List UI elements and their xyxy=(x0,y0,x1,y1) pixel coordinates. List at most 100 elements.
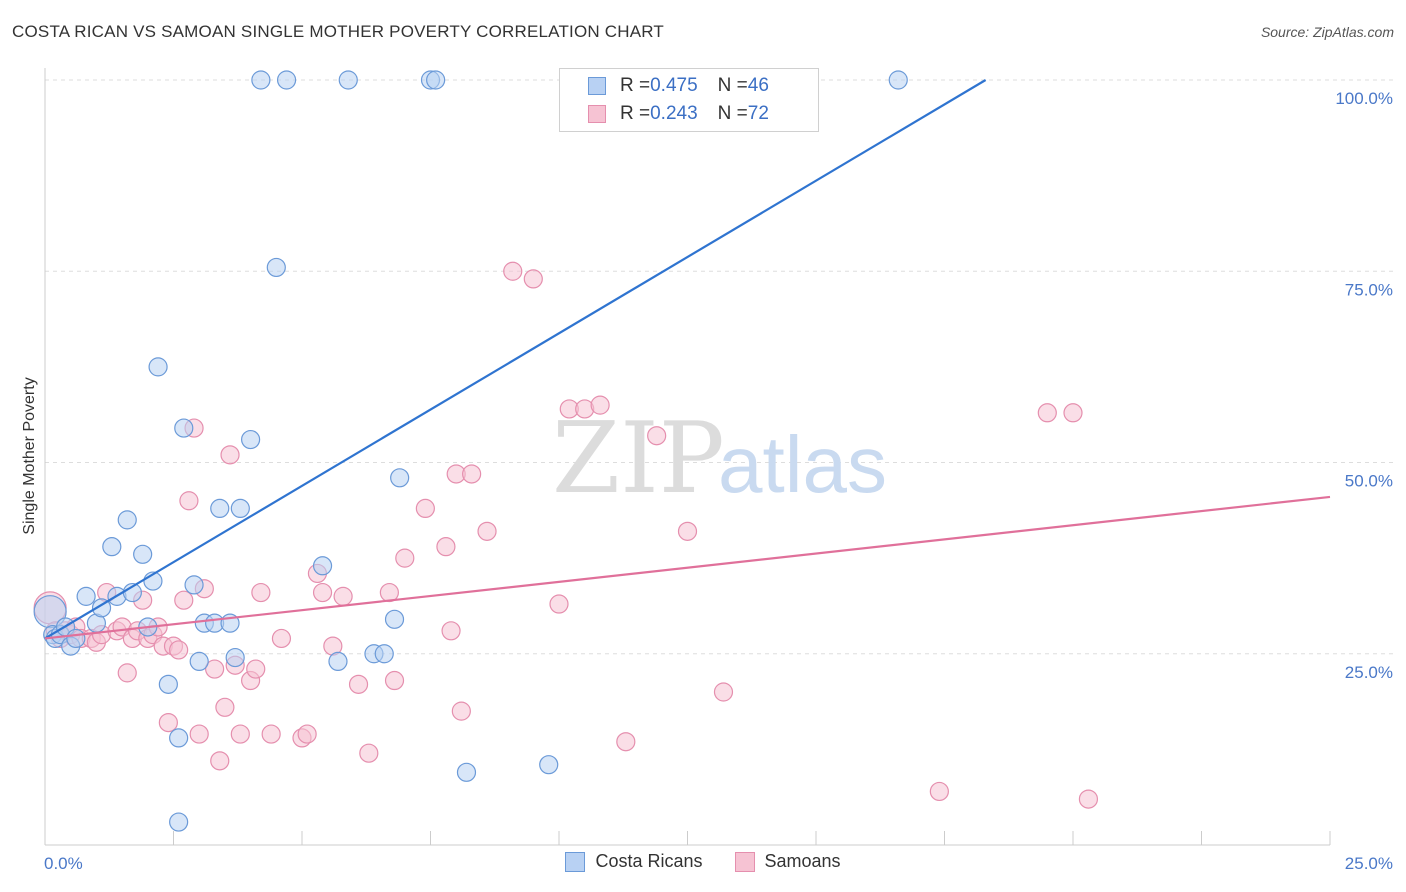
legend-swatch-blue xyxy=(588,77,606,95)
point-samoans xyxy=(713,682,734,702)
point-costa-ricans xyxy=(148,357,168,377)
point-samoans xyxy=(441,621,461,641)
point-samoans xyxy=(348,674,369,694)
point-costa-ricans xyxy=(539,755,559,775)
point-samoans xyxy=(451,701,471,721)
y-tick-label: 25.0% xyxy=(1345,663,1393,682)
point-costa-ricans xyxy=(312,556,333,576)
point-samoans xyxy=(215,697,235,717)
point-samoans xyxy=(246,659,266,679)
point-samoans xyxy=(384,670,405,691)
point-samoans xyxy=(929,781,949,802)
legend-row-costa-ricans: R = 0.475 N = 46 xyxy=(560,72,769,100)
point-samoans xyxy=(271,628,292,649)
point-samoans xyxy=(462,464,482,484)
point-samoans xyxy=(677,521,698,541)
x-tick-label: 25.0% xyxy=(1345,854,1393,873)
point-samoans xyxy=(251,582,271,603)
point-costa-ricans xyxy=(384,609,405,629)
point-samoans xyxy=(297,724,317,744)
legend-label-samoans: Samoans xyxy=(764,851,841,871)
point-costa-ricans xyxy=(133,544,153,564)
point-samoans xyxy=(205,659,225,679)
legend-label-costa-ricans: Costa Ricans xyxy=(595,851,703,871)
legend-item-samoans[interactable]: Samoans xyxy=(734,851,841,872)
x-tick-label: 0.0% xyxy=(44,854,83,873)
point-costa-ricans xyxy=(888,70,908,90)
point-samoans xyxy=(590,395,610,415)
watermark-zip: ZIP xyxy=(552,402,725,516)
point-samoans xyxy=(333,586,353,606)
point-costa-ricans xyxy=(174,418,194,438)
point-samoans xyxy=(189,724,209,744)
point-samoans xyxy=(210,751,230,771)
legend-n-value: 72 xyxy=(747,103,769,124)
point-costa-ricans xyxy=(456,762,477,782)
chart-source: Source: ZipAtlas.com xyxy=(1260,24,1394,40)
correlation-legend: R = 0.475 N = 46 R = 0.243 N = 72 xyxy=(559,68,819,132)
point-costa-ricans xyxy=(169,728,189,748)
point-costa-ricans xyxy=(338,70,358,90)
legend-r-value: 0.475 xyxy=(650,75,698,96)
trend-lines xyxy=(44,79,1331,640)
point-samoans xyxy=(477,521,497,541)
legend-r-label: R = xyxy=(620,103,651,124)
point-samoans xyxy=(1037,403,1057,423)
point-samoans xyxy=(261,724,281,744)
y-tick-label: 75.0% xyxy=(1345,280,1393,299)
legend-n-label: N = xyxy=(717,103,748,124)
point-costa-ricans xyxy=(251,70,271,90)
y-tick-label: 50.0% xyxy=(1345,472,1393,491)
legend-swatch-pink xyxy=(588,105,606,123)
point-samoans xyxy=(503,261,523,281)
point-costa-ricans xyxy=(158,674,178,694)
point-samoans xyxy=(158,712,178,733)
legend-r-value: 0.243 xyxy=(650,103,698,124)
point-samoans xyxy=(220,445,240,465)
series-legend: Costa Ricans Samoans xyxy=(0,851,1406,872)
point-costa-ricans xyxy=(225,647,245,668)
point-samoans xyxy=(1063,403,1083,423)
point-costa-ricans xyxy=(210,498,230,518)
y-tick-label: 100.0% xyxy=(1335,89,1393,108)
point-costa-ricans xyxy=(276,70,297,90)
legend-n-label: N = xyxy=(717,75,748,96)
legend-row-samoans: R = 0.243 N = 72 xyxy=(560,100,769,128)
point-costa-ricans xyxy=(184,575,204,595)
point-samoans xyxy=(312,582,333,603)
legend-n-value: 46 xyxy=(747,75,769,96)
point-costa-ricans xyxy=(169,812,189,832)
point-costa-ricans xyxy=(390,468,410,488)
point-samoans xyxy=(359,743,379,763)
point-samoans xyxy=(436,537,456,557)
point-samoans xyxy=(395,548,415,568)
point-samoans xyxy=(169,640,189,660)
point-costa-ricans xyxy=(426,70,446,90)
point-samoans xyxy=(647,426,667,446)
chart-title: COSTA RICAN VS SAMOAN SINGLE MOTHER POVE… xyxy=(12,22,665,41)
legend-swatch-blue xyxy=(565,851,586,872)
point-costa-ricans xyxy=(230,498,250,518)
grid-lines xyxy=(45,79,1395,655)
point-samoans xyxy=(174,590,194,610)
point-costa-ricans xyxy=(328,651,348,672)
point-samoans xyxy=(1078,789,1099,809)
point-samoans xyxy=(117,663,137,683)
data-points xyxy=(33,70,1099,832)
y-axis-label: Single Mother Poverty xyxy=(21,377,38,534)
trendline-costa-ricans xyxy=(44,79,987,640)
point-costa-ricans xyxy=(66,628,86,649)
tick-labels: 25.0% 50.0% 75.0% 100.0% 0.0% 25.0% xyxy=(44,89,1393,873)
point-costa-ricans xyxy=(241,429,261,450)
point-costa-ricans xyxy=(374,644,394,664)
point-samoans xyxy=(179,491,199,511)
point-costa-ricans xyxy=(117,510,137,530)
legend-item-costa-ricans[interactable]: Costa Ricans xyxy=(565,851,703,872)
trendline-samoans xyxy=(44,495,1331,640)
point-samoans xyxy=(230,724,250,744)
point-samoans xyxy=(616,732,636,752)
point-costa-ricans xyxy=(189,651,209,672)
point-costa-ricans xyxy=(266,257,286,278)
legend-swatch-pink xyxy=(734,851,755,872)
